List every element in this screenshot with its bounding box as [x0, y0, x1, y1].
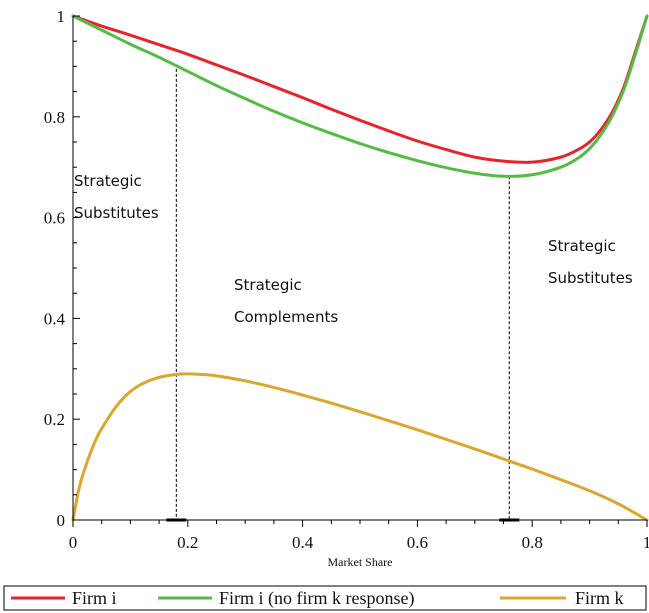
x-tick-label: 0 [69, 533, 78, 552]
y-tick-label: 0 [57, 511, 66, 530]
x-tick-label: 0.8 [522, 533, 543, 552]
series-line-firm-i-no-firm-k-response [71, 14, 649, 178]
x-tick-label: 1 [643, 533, 649, 552]
annotation-strategic-substitutes-right: Strategic Substitutes [548, 237, 633, 287]
legend: Firm i Firm i (no firm k response) Firm … [3, 585, 647, 611]
x-tick-label: 0.6 [407, 533, 428, 552]
legend-label-firm-i: Firm i [72, 588, 117, 608]
tick-labels: 0 0.2 0.4 0.6 0.8 1 0 0.2 0.4 0.6 0.8 1 [44, 7, 649, 552]
annotation-right-line-1: Strategic [548, 237, 616, 255]
legend-label-firm-i-no-response: Firm i (no firm k response) [219, 588, 414, 609]
annotation-middle-line-2: Complements [234, 308, 338, 326]
annotation-middle-line-1: Strategic [234, 276, 302, 294]
x-tick-label: 0.4 [292, 533, 314, 552]
y-tick-label: 0.8 [44, 108, 65, 127]
y-tick-label: 0.4 [44, 309, 66, 328]
annotation-right-line-2: Substitutes [548, 269, 633, 287]
series-layer [71, 14, 649, 522]
x-axis-title: Market Share [328, 555, 393, 569]
annotation-left-line-2: Substitutes [74, 204, 159, 222]
ticks [72, 15, 648, 527]
axes [72, 16, 647, 521]
annotation-left-line-1: Strategic [74, 172, 142, 190]
y-tick-label: 0.6 [44, 209, 65, 228]
series-line-firm-k [71, 372, 649, 522]
y-tick-label: 1 [57, 7, 66, 26]
y-tick-label: 0.2 [44, 410, 65, 429]
x-tick-label: 0.2 [177, 533, 198, 552]
legend-label-firm-k: Firm k [575, 588, 624, 608]
annotation-strategic-complements: Strategic Complements [234, 276, 338, 326]
series-line-firm-i [71, 14, 649, 164]
annotation-strategic-substitutes-left: Strategic Substitutes [74, 172, 159, 222]
